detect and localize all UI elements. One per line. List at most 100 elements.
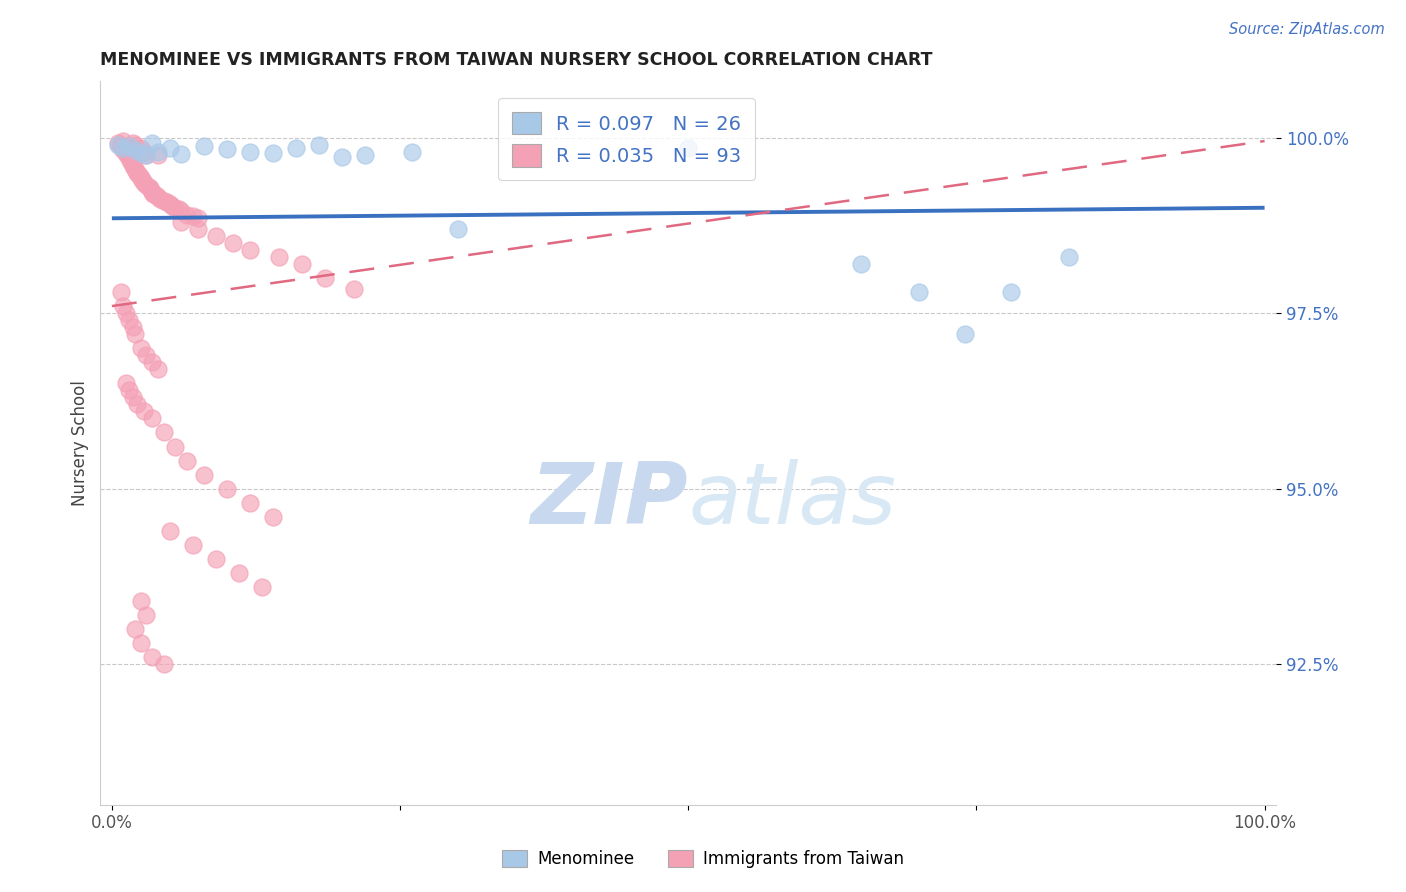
Point (141, 186, 163, 200)
Point (129, 171, 152, 186)
Point (118, 313, 141, 327)
Point (114, 306, 136, 320)
Point (118, 139, 141, 153)
Text: atlas: atlas (688, 459, 896, 542)
Point (152, 425, 174, 440)
Point (107, 136, 129, 150)
Point (139, 181, 162, 195)
Point (129, 141, 152, 155)
Point (146, 148, 169, 162)
Point (167, 202, 190, 216)
Point (291, 257, 314, 271)
Point (228, 566, 250, 580)
Point (181, 538, 204, 552)
Point (135, 148, 157, 162)
Point (193, 467, 215, 482)
Point (112, 141, 135, 155)
Point (187, 222, 209, 236)
Point (124, 137, 146, 152)
Point (111, 141, 134, 155)
Point (181, 209, 204, 223)
Point (112, 299, 135, 313)
Point (1057, 250, 1080, 264)
Point (239, 496, 262, 510)
Point (120, 153, 142, 167)
Point (239, 145, 262, 160)
Point (146, 362, 169, 376)
Point (849, 257, 872, 271)
Point (112, 143, 135, 157)
Point (122, 160, 145, 174)
Point (127, 166, 149, 180)
Point (204, 552, 226, 566)
Point (267, 250, 290, 264)
Point (114, 376, 136, 391)
Point (159, 141, 181, 155)
Point (129, 341, 152, 355)
Point (343, 281, 366, 295)
Text: Source: ZipAtlas.com: Source: ZipAtlas.com (1229, 22, 1385, 37)
Point (146, 145, 169, 159)
Point (159, 524, 181, 538)
Point (124, 622, 146, 636)
Text: ZIP: ZIP (530, 459, 688, 542)
Point (124, 162, 146, 177)
Point (447, 222, 470, 236)
Point (152, 657, 174, 672)
Point (401, 145, 423, 159)
Point (165, 201, 187, 215)
Point (152, 194, 174, 208)
Point (127, 397, 149, 411)
Point (308, 137, 330, 152)
Point (332, 150, 354, 164)
Point (114, 145, 136, 160)
Legend: R = 0.097   N = 26, R = 0.035   N = 93: R = 0.097 N = 26, R = 0.035 N = 93 (498, 98, 755, 180)
Point (193, 139, 215, 153)
Point (121, 390, 143, 404)
Point (135, 178, 157, 193)
Point (112, 134, 135, 148)
Point (145, 188, 167, 202)
Text: MENOMINEE VS IMMIGRANTS FROM TAIWAN NURSERY SCHOOL CORRELATION CHART: MENOMINEE VS IMMIGRANTS FROM TAIWAN NURS… (100, 51, 932, 69)
Point (134, 404, 156, 418)
Point (159, 197, 181, 211)
Point (146, 190, 169, 204)
Point (107, 137, 129, 152)
Point (118, 141, 141, 155)
Point (176, 453, 198, 467)
Point (204, 228, 226, 243)
Point (676, 141, 699, 155)
Point (170, 215, 193, 229)
Point (170, 204, 193, 219)
Point (262, 145, 284, 160)
Point (127, 167, 149, 181)
Point (141, 136, 163, 150)
Point (124, 327, 146, 342)
Point (129, 636, 152, 650)
Point (121, 159, 143, 173)
Y-axis label: Nursery School: Nursery School (72, 380, 89, 506)
Point (222, 235, 245, 250)
Point (149, 192, 172, 206)
Point (139, 183, 162, 197)
Point (118, 150, 141, 164)
Point (125, 164, 148, 178)
Point (118, 384, 141, 398)
Point (129, 594, 152, 608)
Point (124, 143, 146, 157)
Point (114, 145, 136, 159)
Point (142, 186, 165, 201)
Point (129, 145, 152, 160)
Point (128, 169, 150, 183)
Point (141, 411, 163, 425)
Point (187, 211, 209, 226)
Legend: Menominee, Immigrants from Taiwan: Menominee, Immigrants from Taiwan (495, 843, 911, 875)
Point (117, 139, 139, 153)
Point (1000, 285, 1022, 299)
Point (132, 174, 155, 188)
Point (141, 650, 163, 665)
Point (239, 243, 262, 257)
Point (110, 139, 132, 153)
Point (953, 327, 976, 342)
Point (115, 148, 138, 162)
